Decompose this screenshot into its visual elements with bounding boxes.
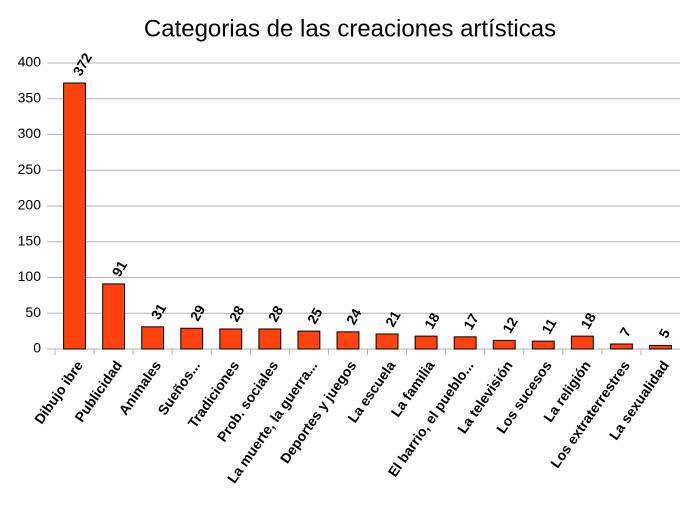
bar [102, 283, 126, 350]
y-tick-label: 400 [18, 54, 42, 70]
bar [453, 336, 477, 350]
data-label: 29 [187, 302, 209, 324]
data-label: 91 [109, 258, 131, 280]
bar [492, 339, 516, 350]
data-label: 31 [148, 301, 170, 323]
y-tick-label: 300 [18, 125, 42, 141]
bar [336, 331, 360, 350]
bar [180, 327, 204, 350]
data-label: 28 [265, 303, 287, 325]
y-tick-label: 350 [18, 89, 42, 105]
data-label: 18 [421, 310, 443, 332]
bar [414, 335, 438, 350]
bar [63, 82, 86, 350]
data-label: 28 [226, 303, 248, 325]
data-label: 11 [538, 315, 559, 336]
bar [570, 335, 594, 350]
bar [297, 330, 321, 350]
y-tick-label: 200 [18, 197, 42, 213]
data-label: 372 [69, 50, 95, 78]
bar [141, 326, 165, 350]
bar [609, 343, 633, 350]
y-tick-label: 250 [18, 161, 42, 177]
data-label: 24 [343, 306, 365, 328]
bar [258, 328, 282, 350]
data-label: 21 [382, 308, 404, 330]
data-label: 7 [616, 324, 634, 339]
y-tick-label: 150 [18, 232, 42, 248]
bar [531, 340, 555, 350]
data-label: 25 [304, 305, 326, 327]
bar [375, 333, 399, 350]
y-tick-label: 100 [18, 268, 42, 284]
chart-title: Categorias de las creaciones artísticas [144, 15, 556, 42]
data-label: 12 [499, 314, 521, 336]
data-label: 17 [460, 311, 482, 333]
y-tick-label: 50 [25, 304, 41, 320]
bar [649, 344, 672, 350]
data-label: 18 [577, 310, 599, 332]
y-tick-label: 0 [33, 340, 41, 356]
data-label: 5 [655, 326, 673, 341]
bar [219, 328, 243, 350]
